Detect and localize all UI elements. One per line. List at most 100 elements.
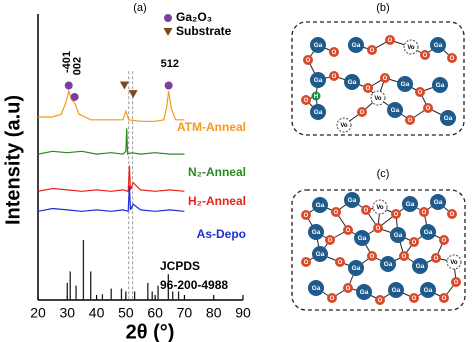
atom-label: O xyxy=(454,280,459,286)
atom-label: O xyxy=(426,106,431,112)
atom-label: O xyxy=(388,38,393,44)
atom xyxy=(361,205,371,215)
atom-label: Ga xyxy=(384,261,393,268)
atom xyxy=(440,110,456,126)
atom xyxy=(447,209,457,219)
atom xyxy=(367,251,377,261)
atom xyxy=(409,293,419,303)
atom-label: Ga xyxy=(312,285,321,292)
peak-marker xyxy=(164,81,173,90)
atom-label: Ga xyxy=(312,229,321,236)
atom-label: Vo xyxy=(374,96,382,102)
atom-label: Ga xyxy=(401,81,410,88)
atom xyxy=(446,254,462,270)
atom xyxy=(397,76,413,92)
atom-label: Ga xyxy=(314,42,323,49)
x-tick-label: 80 xyxy=(206,305,222,321)
atom xyxy=(447,53,457,63)
x-tick-label: 60 xyxy=(147,305,163,321)
xrd-curve xyxy=(37,185,185,213)
atom-label: Vo xyxy=(376,205,384,211)
atom xyxy=(356,284,372,300)
atom xyxy=(420,282,436,298)
atom-label: Ga xyxy=(360,289,369,296)
atom xyxy=(403,39,419,55)
atom xyxy=(344,192,360,208)
atom-label: O xyxy=(332,50,337,56)
atom xyxy=(390,227,406,243)
atom xyxy=(308,280,324,296)
atom xyxy=(312,246,328,262)
atom xyxy=(343,225,353,235)
x-tick-label: 30 xyxy=(59,305,75,321)
atom-label: O xyxy=(306,58,311,64)
peak-annotation: -401 xyxy=(61,51,73,73)
atom xyxy=(310,104,326,120)
lattice-diagram: O Ga O Ga O Vo O Ga O Ga O Ga O O Ga O Ga O Ga O O Ga O Ga O Ga O G… xyxy=(301,192,462,305)
atom-label: O xyxy=(376,226,381,232)
atom-label: O xyxy=(304,98,309,104)
atom xyxy=(420,50,430,60)
atom-label: O xyxy=(304,213,309,219)
atom-label: O xyxy=(360,110,365,116)
peak-marker xyxy=(70,92,79,101)
atom-label: O xyxy=(450,212,455,218)
atom xyxy=(415,87,425,97)
atom-label: Ga xyxy=(444,115,453,122)
x-tick-label: 70 xyxy=(177,305,193,321)
atom xyxy=(380,256,396,272)
atom-label: Ga xyxy=(416,263,425,270)
peak-marker xyxy=(119,81,129,90)
atom xyxy=(357,107,367,117)
peak-marker xyxy=(64,81,73,90)
x-tick-label: 40 xyxy=(89,305,105,321)
atom xyxy=(370,90,386,106)
atom-label: Ga xyxy=(391,107,400,114)
atom-label: Ga xyxy=(424,287,433,294)
atom xyxy=(301,95,311,105)
atom xyxy=(402,196,418,212)
legend-marker xyxy=(164,14,172,22)
atom-label: O xyxy=(370,48,375,54)
atom xyxy=(430,194,446,210)
atom-label: Ga xyxy=(436,82,445,89)
atom-label: O xyxy=(434,256,439,262)
atom-label: Ga xyxy=(358,235,367,242)
x-tick-label: 50 xyxy=(118,305,134,321)
atom xyxy=(327,293,337,303)
atom-label: O xyxy=(304,260,309,266)
atom xyxy=(363,83,373,93)
atom-label: O xyxy=(383,76,388,82)
reference-code: 96-200-4988 xyxy=(160,278,228,292)
atom-label: Ga xyxy=(352,265,361,272)
atom xyxy=(301,257,311,267)
xrd-curve xyxy=(38,89,185,122)
atom xyxy=(451,277,461,287)
panel-label: (c) xyxy=(377,168,390,180)
atom xyxy=(375,295,385,305)
atom xyxy=(325,235,335,245)
atom xyxy=(387,102,403,118)
atom xyxy=(405,115,415,125)
atom-label: Ga xyxy=(392,287,401,294)
atom-label: Vo xyxy=(340,123,348,129)
atom-label: O xyxy=(346,286,351,292)
atom-label: O xyxy=(418,90,423,96)
atom xyxy=(430,37,446,53)
atom xyxy=(308,224,324,240)
x-axis-label: 2θ (°) xyxy=(126,321,175,342)
atom xyxy=(367,45,377,55)
atom-label: Ga xyxy=(394,232,403,239)
x-tick-label: 20 xyxy=(30,305,46,321)
atom-label: O xyxy=(328,238,333,244)
atom xyxy=(409,237,419,247)
atom-label: Ga xyxy=(424,229,433,236)
panel-label: (a) xyxy=(133,2,146,14)
y-axis-label: Intensity (a.u) xyxy=(2,95,24,225)
peak-marker xyxy=(128,90,138,99)
atom xyxy=(391,209,401,219)
atom xyxy=(439,293,449,303)
atom xyxy=(399,251,409,261)
